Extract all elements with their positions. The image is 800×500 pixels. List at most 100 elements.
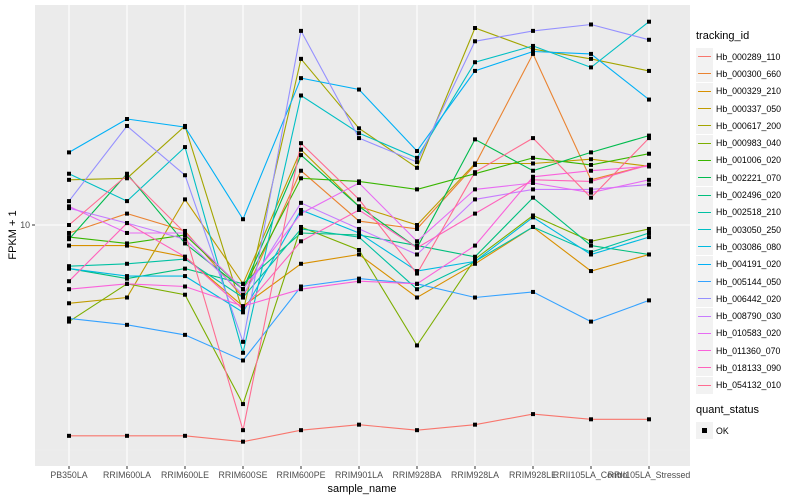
data-point	[531, 224, 535, 229]
x-tick-label: RRIM928LE	[509, 470, 557, 480]
data-point	[473, 295, 477, 300]
data-point	[241, 339, 245, 344]
legend-line-icon	[696, 324, 713, 342]
data-point	[125, 243, 129, 248]
data-point	[589, 187, 593, 192]
data-point	[647, 68, 651, 73]
data-point	[241, 307, 245, 312]
data-point	[357, 230, 361, 235]
data-point	[473, 422, 477, 427]
data-point	[67, 266, 71, 271]
data-point	[183, 266, 187, 271]
data-point	[183, 274, 187, 279]
legend-line-icon	[696, 151, 713, 169]
data-point	[299, 287, 303, 292]
x-tick-label: RRIM600SE	[219, 470, 268, 480]
data-point	[299, 207, 303, 212]
data-point	[299, 230, 303, 235]
shape-legend-label: OK	[716, 425, 729, 436]
legend-label: Hb_003086_080	[716, 241, 782, 252]
data-point	[125, 230, 129, 235]
data-point	[415, 271, 419, 276]
data-point	[357, 279, 361, 284]
data-point	[357, 126, 361, 131]
data-point	[357, 276, 361, 281]
legend-label: Hb_000617_200	[716, 120, 782, 131]
data-point	[589, 157, 593, 162]
data-point	[183, 284, 187, 289]
data-point	[67, 243, 71, 248]
data-point	[67, 150, 71, 155]
y-tick-label: 10	[20, 220, 30, 230]
data-point	[473, 60, 477, 65]
data-point	[415, 295, 419, 300]
data-point	[531, 168, 535, 173]
data-point	[473, 170, 477, 175]
data-point	[647, 151, 651, 156]
data-point	[241, 428, 245, 433]
data-point	[589, 65, 593, 70]
legend-item: Hb_000300_660	[696, 65, 782, 83]
data-point	[183, 228, 187, 233]
legend-label: Hb_000329_210	[716, 86, 782, 97]
data-point	[299, 226, 303, 231]
data-point	[647, 136, 651, 141]
data-point	[241, 439, 245, 444]
data-point	[67, 433, 71, 438]
legend-item: Hb_000617_200	[696, 117, 782, 135]
data-point	[531, 180, 535, 185]
data-point	[125, 117, 129, 122]
data-point	[67, 171, 71, 176]
legend-line-icon	[696, 48, 713, 66]
data-point	[415, 165, 419, 170]
legend-line-icon	[696, 221, 713, 239]
data-point	[647, 182, 651, 187]
legend-line-icon	[696, 290, 713, 308]
data-point	[415, 428, 419, 433]
data-point	[125, 221, 129, 226]
data-point	[67, 237, 71, 242]
data-point	[415, 239, 419, 244]
data-point	[241, 295, 245, 300]
legend-item: Hb_001006_020	[696, 151, 781, 169]
y-axis: 10	[20, 220, 35, 230]
data-point	[299, 211, 303, 216]
legend-title: tracking_id	[696, 30, 750, 42]
legend-label: Hb_002496_020	[716, 190, 782, 201]
data-point	[125, 433, 129, 438]
data-point	[589, 195, 593, 200]
data-point	[473, 26, 477, 31]
x-tick-label: RRIM901LA	[335, 470, 383, 480]
data-point	[183, 233, 187, 238]
data-point	[183, 197, 187, 202]
data-point	[357, 204, 361, 209]
data-point	[183, 257, 187, 262]
legend-label: Hb_054132_010	[716, 380, 782, 391]
legend-items: Hb_000289_110 Hb_000300_660 Hb_000329_210 H…	[696, 48, 781, 394]
data-point	[241, 402, 245, 407]
legend-item: Hb_008790_030	[696, 307, 781, 325]
data-point	[647, 230, 651, 235]
legend-item: Hb_011360_070	[696, 342, 781, 360]
legend-line-icon	[696, 117, 713, 135]
data-point	[589, 168, 593, 173]
data-point	[357, 180, 361, 185]
data-point	[415, 243, 419, 248]
data-point	[357, 226, 361, 231]
data-point	[67, 279, 71, 284]
data-point	[125, 261, 129, 266]
data-point	[125, 295, 129, 300]
data-point	[531, 136, 535, 141]
legend-label: Hb_000289_110	[716, 51, 781, 62]
legend-item: Hb_000289_110	[696, 48, 781, 66]
data-point	[241, 292, 245, 297]
data-point	[125, 322, 129, 327]
legend-label: Hb_002221_070	[716, 172, 782, 183]
data-point	[531, 289, 535, 294]
data-point	[67, 287, 71, 292]
data-point	[357, 131, 361, 136]
data-point	[415, 226, 419, 231]
legend-item: Hb_018133_090	[696, 359, 781, 377]
data-point	[183, 241, 187, 246]
legend-label: Hb_000300_660	[716, 68, 782, 79]
